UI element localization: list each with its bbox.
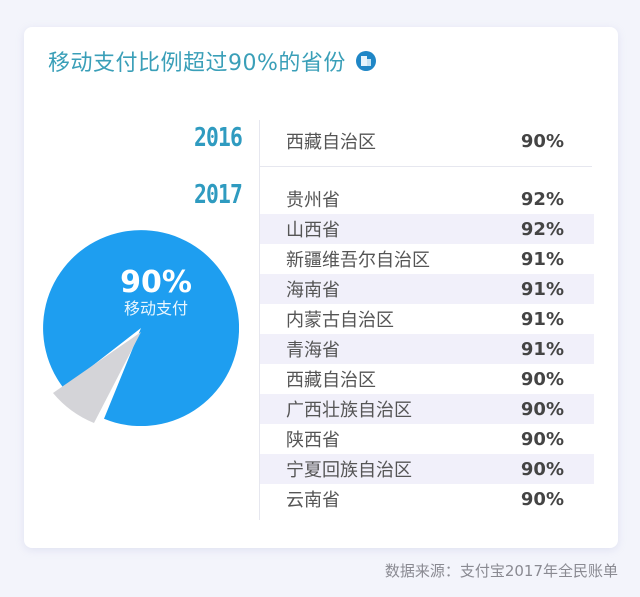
pie-percent: 90% [120,265,192,300]
province-percent: 91% [520,338,564,360]
province-name: 海南省 [286,280,340,301]
table-row: 西藏自治区 90% [260,364,594,394]
province-name: 广西壮族自治区 [286,400,412,421]
table-row: 西藏自治区 90% [260,126,594,156]
infographic-card: 移动支付比例超过90%的省份 2016 2017 西藏自治区 90% 贵州省 9… [24,27,618,548]
pie-caption: 移动支付 [123,299,188,318]
table-row: 山西省 92% [260,214,594,244]
chart-title: 移动支付比例超过90%的省份 [48,45,376,77]
horizontal-divider [260,166,592,167]
table-row: 海南省 91% [260,274,594,304]
province-percent: 91% [520,278,564,300]
vertical-divider [259,120,260,520]
table-row: 云南省 90% [260,484,594,514]
province-percent: 90% [520,398,564,420]
province-percent: 90% [520,130,564,152]
province-percent: 90% [520,428,564,450]
province-percent: 90% [520,458,564,480]
province-percent: 91% [520,308,564,330]
data-source: 数据来源：支付宝2017年全民账单 [384,562,618,580]
province-name: 新疆维吾尔自治区 [286,250,430,271]
province-name: 内蒙古自治区 [286,310,394,331]
table-row: 宁夏回族自治区 90% [260,454,594,484]
building-icon [355,51,376,71]
year-label-2016: 2016 [194,123,243,153]
pie-label: 90% 移动支付 [96,267,216,319]
province-percent: 90% [520,488,564,510]
province-name: 山西省 [286,220,340,241]
table-row: 广西壮族自治区 90% [260,394,594,424]
table-row: 青海省 91% [260,334,594,364]
province-name: 西藏自治区 [286,370,376,391]
province-name: 陕西省 [286,430,340,451]
province-name: 云南省 [286,490,340,511]
province-name: 宁夏回族自治区 [286,460,412,481]
pie-slice-other [53,332,141,423]
year-label-2017: 2017 [194,180,243,210]
province-name: 西藏自治区 [286,132,376,153]
table-row: 新疆维吾尔自治区 91% [260,244,594,274]
pie-chart [43,230,239,426]
pie-slice-mobile [43,230,239,426]
province-name: 青海省 [286,340,340,361]
table-row: 陕西省 90% [260,424,594,454]
table-row: 贵州省 92% [260,184,594,214]
province-percent: 91% [520,248,564,270]
province-percent: 92% [520,188,564,210]
province-name: 贵州省 [286,190,340,211]
province-percent: 92% [520,218,564,240]
chart-title-text: 移动支付比例超过90%的省份 [48,51,346,76]
table-row: 内蒙古自治区 91% [260,304,594,334]
province-percent: 90% [520,368,564,390]
